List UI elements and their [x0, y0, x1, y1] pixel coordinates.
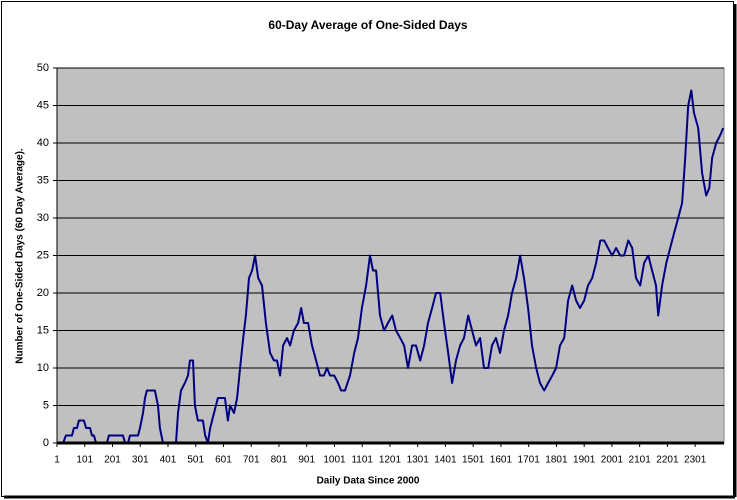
- y-tick-label: 10: [37, 362, 49, 374]
- x-tick-label: 1901: [573, 455, 596, 466]
- x-tick-label: 1801: [545, 455, 568, 466]
- x-tick-label: 101: [76, 455, 93, 466]
- x-axis-label: Daily Data Since 2000: [317, 476, 420, 487]
- data-line: [57, 89, 725, 444]
- x-tick-label: 1601: [490, 455, 513, 466]
- x-tick-label: 1501: [462, 455, 485, 466]
- x-tick-label: 1401: [434, 455, 457, 466]
- x-tick-label: 1101: [351, 455, 373, 466]
- x-tick-label: 2001: [601, 455, 624, 466]
- chart-title: 60-Day Average of One-Sided Days: [268, 18, 468, 32]
- x-tick-label: 2201: [656, 455, 679, 466]
- y-tick-label: 45: [37, 99, 49, 111]
- x-tick-label: 601: [215, 455, 232, 466]
- x-tick-label: 701: [243, 455, 260, 466]
- x-tick-label: 1201: [379, 455, 402, 466]
- y-tick-label: 20: [37, 287, 49, 299]
- x-tick-label: 2301: [684, 455, 707, 466]
- x-tick-label: 1701: [518, 455, 541, 466]
- x-tick-label: 301: [132, 455, 149, 466]
- x-tick-label: 1001: [323, 455, 346, 466]
- y-tick-label: 35: [37, 174, 49, 186]
- x-tick-label: 801: [271, 455, 288, 466]
- y-tick-label: 30: [37, 212, 49, 224]
- x-tick-label: 201: [104, 455, 121, 466]
- y-axis-label: Number of One-Sided Days (60 Day Average…: [15, 148, 26, 364]
- x-tick-label: 901: [298, 455, 315, 466]
- y-tick-label: 5: [43, 399, 49, 411]
- y-tick-label: 40: [37, 137, 49, 149]
- y-tick-label: 15: [37, 324, 49, 336]
- x-tick-label: 501: [187, 455, 204, 466]
- x-tick-label: 401: [160, 455, 177, 466]
- x-tick-label: 2101: [629, 455, 652, 466]
- x-tick-label: 1: [54, 455, 60, 466]
- y-tick-label: 25: [37, 249, 49, 261]
- y-tick-label: 50: [37, 62, 49, 74]
- x-tick-label: 1301: [407, 455, 430, 466]
- y-tick-label: 0: [43, 437, 49, 449]
